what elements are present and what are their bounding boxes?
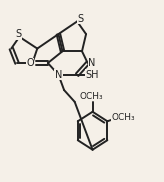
Text: S: S <box>77 14 83 24</box>
Text: S: S <box>16 29 22 39</box>
Text: N: N <box>88 58 95 68</box>
Text: OCH₃: OCH₃ <box>79 92 103 101</box>
Text: OCH₃: OCH₃ <box>112 113 135 122</box>
Text: O: O <box>26 58 34 68</box>
Text: SH: SH <box>86 70 99 80</box>
Text: N: N <box>55 70 62 80</box>
